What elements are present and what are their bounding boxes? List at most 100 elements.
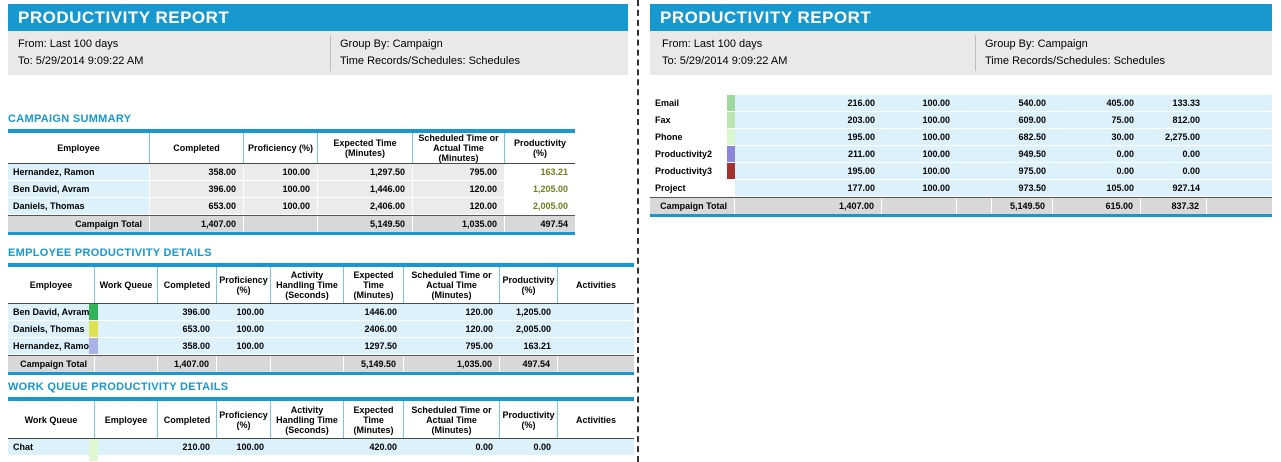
cell-expected: 1,446.00 <box>318 181 413 197</box>
meta-to: To: 5/29/2014 9:09:22 AM <box>662 55 788 67</box>
cell-expected: 2406.00 <box>344 321 404 337</box>
cell-expected: 420.00 <box>344 439 404 455</box>
table-row: Email 216.00 100.00 540.00 405.00 133.33 <box>650 95 1272 112</box>
cell-work-queue: Project <box>650 180 735 196</box>
meta-group-by: Group By: Campaign <box>985 38 1088 50</box>
cell-scheduled: 120.00 <box>413 198 505 214</box>
series-color-swatch <box>89 304 98 320</box>
col-header-expected: Expected Time (Minutes) <box>318 133 413 163</box>
cell-activities <box>558 321 634 337</box>
col-header-employee: Employee <box>8 267 95 303</box>
cell-activities <box>1207 163 1272 179</box>
cell-completed: 203.00 <box>735 112 882 128</box>
cell-proficiency: 100.00 <box>244 181 318 197</box>
cell-proficiency: 100.00 <box>217 304 271 320</box>
col-header-work-queue: Work Queue <box>8 401 95 438</box>
total-expected: 5,149.50 <box>992 198 1053 214</box>
meta-group-by: Group By: Campaign <box>340 38 443 50</box>
total-activity-handling <box>271 356 344 372</box>
cell-productivity: 2,275.00 <box>1141 129 1207 145</box>
workqueue-details-continued: Email 216.00 100.00 540.00 405.00 133.33… <box>650 95 1272 217</box>
cell-scheduled: 0.00 <box>404 439 500 455</box>
table-header: Work Queue Employee Completed Proficienc… <box>8 401 634 439</box>
total-expected: 5,149.50 <box>344 356 404 372</box>
cell-work-queue: Fax <box>650 112 735 128</box>
cell-activities <box>558 439 634 455</box>
cell-activities <box>1207 129 1272 145</box>
section-title: CAMPAIGN SUMMARY <box>8 113 132 125</box>
cell-expected: 949.50 <box>992 146 1053 162</box>
cell-productivity: 1,205.00 <box>500 304 558 320</box>
campaign-total-row: Campaign Total 1,407.00 5,149.50 1,035.0… <box>8 215 575 232</box>
cell-completed: 358.00 <box>158 338 217 354</box>
cell-proficiency: 100.00 <box>882 180 957 196</box>
cell-expected: 682.50 <box>992 129 1053 145</box>
total-scheduled: 1,035.00 <box>404 356 500 372</box>
series-color-swatch <box>727 163 735 179</box>
cell-work-queue: Productivity3 <box>650 163 735 179</box>
col-header-expected: Expected Time (Minutes) <box>344 267 404 303</box>
total-label: Campaign Total <box>650 198 735 214</box>
meta-to: To: 5/29/2014 9:09:22 AM <box>18 55 144 67</box>
cell-productivity: 812.00 <box>1141 112 1207 128</box>
cell-completed: 396.00 <box>158 304 217 320</box>
cell-activity-handling <box>957 146 992 162</box>
total-scheduled: 1,035.00 <box>413 216 505 232</box>
total-activities <box>1207 198 1272 214</box>
total-proficiency <box>244 216 318 232</box>
total-activities <box>558 356 634 372</box>
series-color-swatch <box>89 439 98 461</box>
table-row: Project 177.00 100.00 973.50 105.00 927.… <box>650 180 1272 197</box>
cell-activity-handling <box>957 180 992 196</box>
cell-completed: 396.00 <box>150 181 244 197</box>
report-title-bar: PRODUCTIVITY REPORT <box>8 4 628 31</box>
cell-completed: 653.00 <box>158 321 217 337</box>
total-label: Campaign Total <box>8 216 150 232</box>
col-header-scheduled: Scheduled Time or Actual Time (Minutes) <box>404 267 500 303</box>
report-meta-band: From: Last 100 days To: 5/29/2014 9:09:2… <box>650 31 1272 75</box>
cell-proficiency: 100.00 <box>244 198 318 214</box>
col-header-completed: Completed <box>158 401 217 438</box>
total-completed: 1,407.00 <box>150 216 244 232</box>
cell-activities <box>1207 95 1272 111</box>
cell-completed: 216.00 <box>735 95 882 111</box>
cell-proficiency: 100.00 <box>244 164 318 180</box>
cell-productivity: 2,005.00 <box>505 198 575 214</box>
meta-time-records: Time Records/Schedules: Schedules <box>340 55 520 67</box>
series-color-swatch <box>727 129 735 145</box>
cell-productivity: 163.21 <box>500 338 558 354</box>
cell-activities <box>1207 146 1272 162</box>
cell-completed: 358.00 <box>150 164 244 180</box>
cell-expected: 2,406.00 <box>318 198 413 214</box>
cell-productivity: 0.00 <box>500 439 558 455</box>
series-color-swatch <box>727 95 735 111</box>
meta-divider <box>330 35 331 71</box>
cell-proficiency: 100.00 <box>882 112 957 128</box>
meta-from: From: Last 100 days <box>662 38 763 50</box>
page-title: PRODUCTIVITY REPORT <box>18 8 230 27</box>
total-productivity: 837.32 <box>1141 198 1207 214</box>
cell-productivity: 2,005.00 <box>500 321 558 337</box>
cell-activity-handling <box>271 439 344 455</box>
cell-activity-handling <box>271 321 344 337</box>
cell-productivity: 0.00 <box>1141 146 1207 162</box>
total-label: Campaign Total <box>8 356 95 372</box>
cell-productivity: 927.14 <box>1141 180 1207 196</box>
cell-expected: 1297.50 <box>344 338 404 354</box>
col-header-productivity: Productivity (%) <box>500 401 558 438</box>
cell-completed: 211.00 <box>735 146 882 162</box>
cell-proficiency: 100.00 <box>217 439 271 455</box>
cell-completed: 653.00 <box>150 198 244 214</box>
cell-scheduled: 405.00 <box>1053 95 1141 111</box>
col-header-proficiency: Proficiency (%) <box>217 401 271 438</box>
table-bottom-rule <box>8 232 575 235</box>
col-header-completed: Completed <box>150 133 244 163</box>
cell-expected: 1446.00 <box>344 304 404 320</box>
cell-employee: Daniels, Thomas <box>8 198 150 214</box>
total-productivity: 497.54 <box>500 356 558 372</box>
cell-scheduled: 75.00 <box>1053 112 1141 128</box>
cell-expected: 975.00 <box>992 163 1053 179</box>
report-title-bar: PRODUCTIVITY REPORT <box>650 4 1272 31</box>
table-bottom-rule <box>650 214 1272 217</box>
col-header-scheduled: Scheduled Time or Actual Time (Minutes) <box>413 133 505 163</box>
